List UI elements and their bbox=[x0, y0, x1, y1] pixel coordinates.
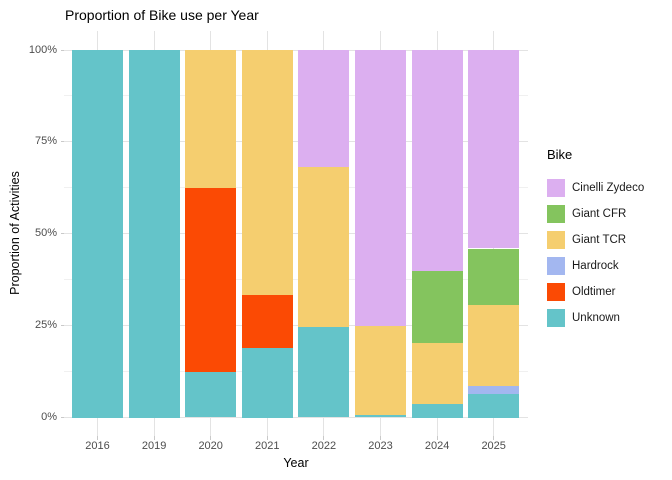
x-tick-label: 2021 bbox=[255, 440, 280, 452]
x-tick-mark bbox=[210, 436, 212, 440]
legend-label: Unknown bbox=[572, 312, 620, 324]
gridline-major-y bbox=[64, 325, 528, 327]
bar-segment-2021-unknown bbox=[241, 348, 293, 418]
gridline-major-y bbox=[64, 49, 528, 51]
y-tick-mark bbox=[60, 325, 64, 327]
bar-segment-2025-cinelli-zydeco bbox=[468, 50, 520, 249]
bar-segment-2021-giant-tcr bbox=[241, 50, 293, 296]
gridline-minor-y bbox=[64, 95, 528, 97]
legend-label: Giant CFR bbox=[572, 208, 627, 220]
legend-label: Oldtimer bbox=[572, 286, 616, 298]
legend-swatch-icon bbox=[547, 257, 565, 275]
chart-title: Proportion of Bike use per Year bbox=[65, 7, 259, 23]
x-tick-mark bbox=[380, 436, 381, 440]
y-tick-label: 100% bbox=[28, 43, 57, 56]
bar-segment-2019-unknown bbox=[128, 50, 180, 418]
gridline-major-y bbox=[64, 141, 528, 143]
x-tick-mark bbox=[153, 436, 155, 440]
x-tick-label: 2025 bbox=[481, 440, 506, 452]
bar-segment-2020-unknown bbox=[185, 371, 237, 418]
plot-panel bbox=[64, 31, 528, 436]
legend-item-cinelli-zydeco: Cinelli Zydeco bbox=[547, 179, 644, 197]
x-tick-label: 2016 bbox=[85, 440, 110, 452]
legend-swatch-icon bbox=[547, 231, 565, 249]
x-tick-label: 2024 bbox=[424, 440, 450, 452]
legend-title: Bike bbox=[547, 147, 573, 162]
legend-label: Giant TCR bbox=[572, 234, 627, 246]
bar-segment-2025-giant-tcr bbox=[468, 305, 520, 387]
x-tick-label: 2020 bbox=[198, 440, 223, 452]
bar-segment-2020-oldtimer bbox=[185, 187, 237, 372]
gridline-major-y bbox=[64, 233, 528, 235]
legend-items: Cinelli Zydeco Giant CFR Giant TCR Hardrock… bbox=[547, 179, 644, 327]
legend-label: Hardrock bbox=[572, 260, 619, 272]
x-tick-mark bbox=[436, 436, 438, 440]
legend-swatch-icon bbox=[547, 309, 565, 327]
y-tick-label: 50% bbox=[34, 227, 57, 240]
legend-swatch-icon bbox=[547, 179, 565, 197]
bar-segment-2022-cinelli-zydeco bbox=[298, 50, 350, 168]
bar-segment-2025-giant-cfr bbox=[468, 248, 520, 306]
legend-item-giant-tcr: Giant TCR bbox=[547, 231, 644, 249]
x-tick-mark bbox=[266, 436, 268, 440]
legend-label: Cinelli Zydeco bbox=[572, 182, 645, 194]
legend-item-hardrock: Hardrock bbox=[547, 257, 644, 275]
x-axis-title: Year bbox=[283, 456, 309, 470]
bar-segment-2021-oldtimer bbox=[241, 295, 293, 348]
legend-item-oldtimer: Oldtimer bbox=[547, 283, 644, 301]
y-tick-mark bbox=[60, 49, 64, 51]
x-tick-label: 2022 bbox=[311, 440, 337, 452]
x-tick-mark bbox=[323, 436, 325, 440]
y-tick-mark bbox=[60, 141, 64, 143]
gridline-major-y bbox=[64, 417, 528, 418]
x-tick-mark bbox=[493, 436, 495, 440]
legend-item-giant-cfr: Giant CFR bbox=[547, 205, 644, 223]
legend-item-unknown: Unknown bbox=[547, 309, 644, 327]
gridline-minor-y bbox=[64, 187, 528, 189]
legend-swatch-icon bbox=[547, 205, 565, 223]
bar-segment-2024-unknown bbox=[411, 403, 463, 418]
bar-segment-2023-giant-tcr bbox=[355, 326, 406, 415]
bar-segment-2023-cinelli-zydeco bbox=[355, 50, 406, 327]
bar-segment-2024-giant-tcr bbox=[411, 343, 463, 404]
x-tick-label: 2023 bbox=[368, 440, 393, 452]
y-tick-label: 75% bbox=[34, 135, 57, 148]
bar-segment-2016-unknown bbox=[72, 50, 123, 418]
bar-segment-2020-giant-tcr bbox=[185, 50, 237, 188]
bar-segment-2024-cinelli-zydeco bbox=[411, 50, 463, 271]
x-tick-label: 2019 bbox=[141, 440, 167, 452]
y-tick-label: 0% bbox=[41, 411, 57, 423]
bar-segment-2022-unknown bbox=[298, 326, 350, 418]
bar-segment-2024-giant-cfr bbox=[411, 270, 463, 344]
gridline-minor-y bbox=[64, 371, 528, 373]
bar-segment-2025-unknown bbox=[468, 394, 520, 418]
x-tick-mark bbox=[97, 436, 98, 440]
bar-segment-2025-hardrock bbox=[468, 386, 520, 394]
bar-segment-2022-giant-tcr bbox=[298, 167, 350, 327]
legend-swatch-icon bbox=[547, 283, 565, 301]
y-tick-label: 25% bbox=[34, 319, 57, 332]
bar-segment-2023-unknown bbox=[355, 414, 406, 418]
y-tick-mark bbox=[60, 417, 64, 418]
gridline-minor-y bbox=[64, 279, 528, 281]
y-tick-mark bbox=[60, 233, 64, 235]
legend: Bike Cinelli Zydeco Giant CFR Giant TCR Har… bbox=[547, 147, 644, 335]
